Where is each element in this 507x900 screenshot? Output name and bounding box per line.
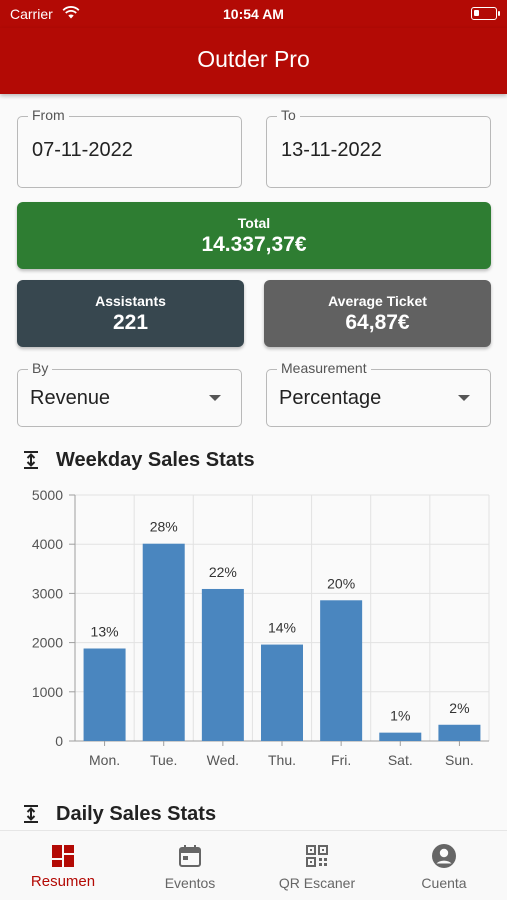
daily-sales-header[interactable]: Daily Sales Stats <box>22 802 216 826</box>
to-date-label: To <box>277 107 300 123</box>
x-tick-label: Sat. <box>388 752 413 768</box>
app-title: Outder Pro <box>197 46 310 72</box>
status-bar: Carrier 10:54 AM <box>0 0 507 28</box>
to-date-value: 13-11-2022 <box>281 139 382 161</box>
from-date-label: From <box>28 107 69 123</box>
tab-qr-escaner-label: QR Escaner <box>278 875 356 891</box>
total-label: Total <box>237 215 271 231</box>
carrier-label: Carrier <box>10 6 53 22</box>
total-value: 14.337,37€ <box>201 233 307 256</box>
bar-data-label: 2% <box>449 700 469 716</box>
y-tick-label: 2000 <box>32 635 63 651</box>
bar-data-label: 14% <box>268 620 296 636</box>
bottom-tab-bar: Resumen Eventos QR Escaner <box>0 830 507 900</box>
from-date-value: 07-11-2022 <box>32 139 133 161</box>
tab-resumen[interactable]: Resumen <box>0 831 126 900</box>
tab-cuenta-label: Cuenta <box>421 875 467 891</box>
assistants-value: 221 <box>112 311 149 334</box>
tab-resumen-label: Resumen <box>30 873 96 890</box>
y-tick-label: 5000 <box>32 487 63 503</box>
weekday-sales-header[interactable]: Weekday Sales Stats <box>22 448 255 472</box>
x-tick-label: Wed. <box>207 752 239 768</box>
expand-vertical-icon <box>24 805 38 823</box>
x-tick-label: Fri. <box>331 752 351 768</box>
by-label: By <box>28 360 53 376</box>
average-ticket-card: Average Ticket 64,87€ <box>264 280 491 347</box>
by-value: Revenue <box>30 387 111 409</box>
from-date-field[interactable]: From 07-11-2022 <box>17 107 242 188</box>
bar-data-label: 13% <box>91 624 119 640</box>
total-card: Total 14.337,37€ <box>17 202 491 269</box>
qr-code-icon <box>306 845 328 867</box>
tab-qr-escaner[interactable]: QR Escaner <box>254 831 380 900</box>
chevron-down-icon <box>458 395 470 401</box>
to-date-field[interactable]: To 13-11-2022 <box>266 107 491 188</box>
bar-data-label: 1% <box>390 708 410 724</box>
calendar-icon <box>179 845 201 867</box>
bar-data-label: 20% <box>327 575 355 591</box>
wifi-icon <box>62 6 80 19</box>
weekday-sales-chart: 0 1000 2000 3000 4000 5000 13% Mon. 28% Tue. 22% We… <box>32 487 490 768</box>
dashboard-icon <box>52 845 74 867</box>
bar <box>320 600 363 741</box>
bar <box>261 644 303 741</box>
assistants-label: Assistants <box>95 293 166 309</box>
bar <box>142 543 185 741</box>
measurement-value: Percentage <box>279 387 382 409</box>
bar-data-label: 28% <box>150 519 178 535</box>
y-tick-label: 1000 <box>32 684 63 700</box>
bar <box>438 724 481 741</box>
account-circle-icon <box>432 844 456 868</box>
chevron-down-icon <box>209 395 221 401</box>
expand-vertical-icon <box>24 451 38 469</box>
tab-eventos[interactable]: Eventos <box>127 831 253 900</box>
x-tick-label: Mon. <box>89 752 120 768</box>
x-tick-label: Sun. <box>445 752 474 768</box>
y-tick-label: 0 <box>55 733 63 749</box>
bar <box>201 588 244 741</box>
x-tick-label: Tue. <box>150 752 178 768</box>
tab-eventos-label: Eventos <box>164 875 216 891</box>
weekday-sales-title: Weekday Sales Stats <box>56 448 255 471</box>
daily-sales-title: Daily Sales Stats <box>56 802 217 825</box>
measurement-select[interactable]: Measurement Percentage <box>266 360 491 427</box>
y-tick-label: 4000 <box>32 536 63 552</box>
average-ticket-value: 64,87€ <box>345 311 410 334</box>
by-select[interactable]: By Revenue <box>17 360 242 427</box>
bar <box>83 648 126 741</box>
bar-data-label: 22% <box>209 564 237 580</box>
bar <box>379 732 422 741</box>
status-time: 10:54 AM <box>223 6 284 22</box>
average-ticket-label: Average Ticket <box>328 293 427 309</box>
tab-cuenta[interactable]: Cuenta <box>381 831 507 900</box>
x-tick-label: Thu. <box>268 752 296 768</box>
y-tick-label: 3000 <box>32 585 63 601</box>
assistants-card: Assistants 221 <box>17 280 244 347</box>
battery-icon <box>471 7 500 20</box>
app-bar: Outder Pro <box>0 28 507 94</box>
measurement-label: Measurement <box>277 360 371 376</box>
